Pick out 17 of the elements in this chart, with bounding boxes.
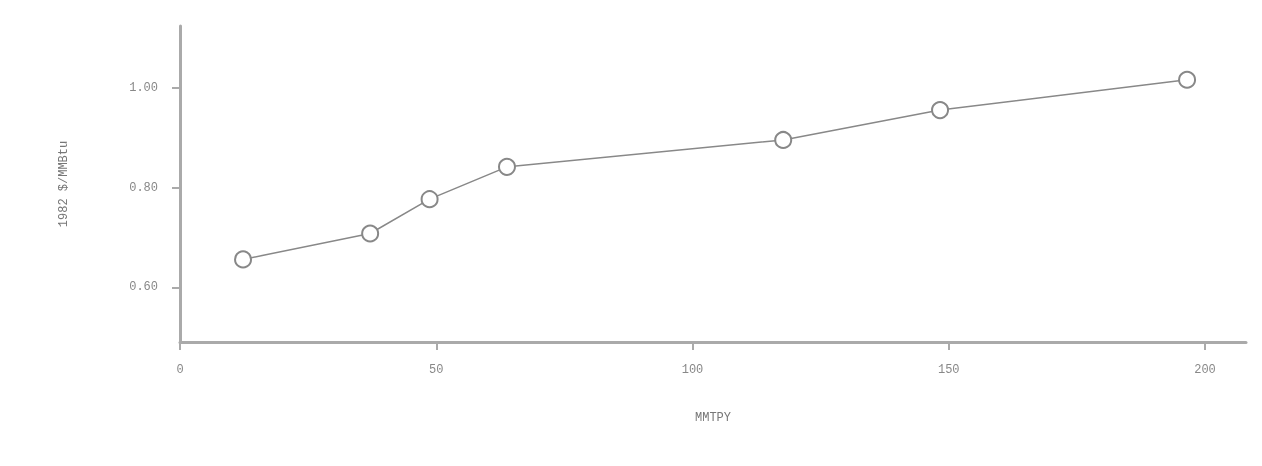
point: [1178, 70, 1197, 89]
point: [420, 190, 439, 209]
y-tick-label: 0.80: [129, 180, 158, 195]
point: [931, 101, 950, 120]
y-tick-label: 0.60: [129, 280, 158, 295]
point: [497, 157, 516, 176]
x-tick-label: 100: [681, 363, 704, 377]
x-tick-label: 0: [176, 363, 184, 377]
point: [361, 224, 380, 243]
point: [774, 130, 793, 149]
y-tick-label: 1.00: [129, 81, 158, 96]
point: [234, 250, 253, 269]
x-tick-label: 150: [937, 363, 960, 377]
x-axis-title: MMTPY: [694, 411, 732, 425]
x-tick-label: 50: [429, 363, 444, 377]
y-axis-title: 1982 $/MMBtu: [57, 140, 71, 228]
x-tick-label: 200: [1194, 363, 1216, 377]
